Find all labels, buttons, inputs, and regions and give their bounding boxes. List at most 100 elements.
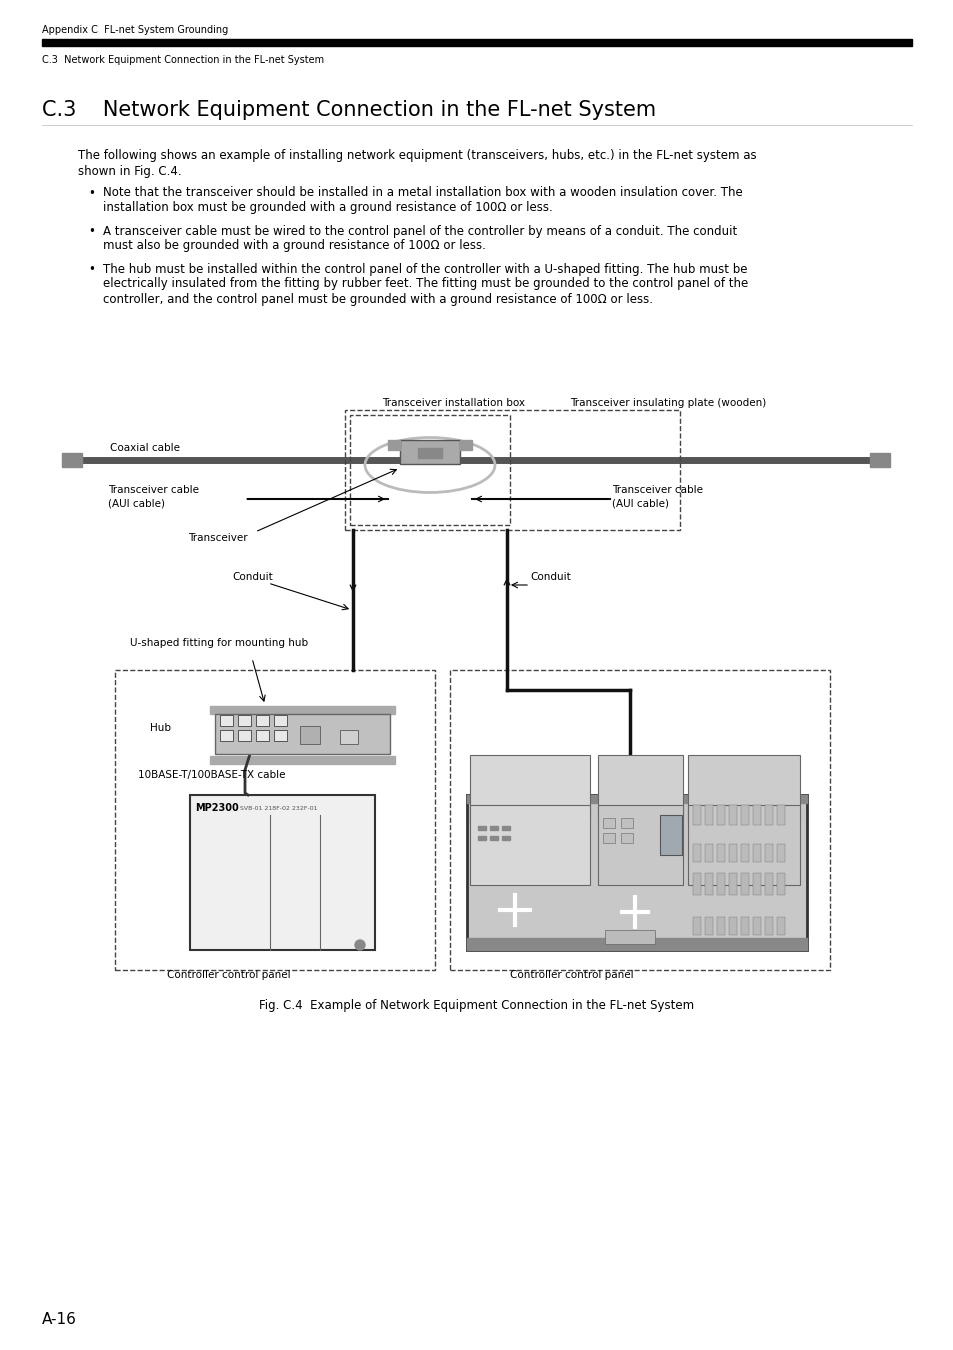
Bar (620, 833, 633, 842)
Bar (190, 795, 375, 950)
Bar (299, 726, 319, 744)
Bar (501, 836, 510, 840)
Bar (274, 716, 287, 726)
Bar (345, 410, 679, 531)
Text: 10BASE-T/100BASE-TX cable: 10BASE-T/100BASE-TX cable (138, 769, 285, 780)
Bar (717, 805, 724, 825)
Bar (687, 755, 800, 819)
Text: Transceiver: Transceiver (188, 533, 248, 543)
Bar (417, 448, 441, 458)
Bar (717, 917, 724, 936)
Bar (869, 454, 889, 467)
Text: Transceiver insulating plate (wooden): Transceiver insulating plate (wooden) (569, 398, 765, 408)
Bar (728, 873, 737, 895)
Bar (728, 844, 737, 863)
Bar (220, 730, 233, 741)
Text: Transceiver cable: Transceiver cable (612, 485, 702, 495)
Bar (42, 39, 911, 46)
Text: Transceiver cable: Transceiver cable (108, 485, 199, 495)
Bar (273, 904, 313, 919)
Bar (210, 706, 395, 714)
Bar (692, 844, 700, 863)
Bar (776, 873, 784, 895)
Bar (210, 756, 395, 764)
Bar (692, 917, 700, 936)
Text: Note that the transceiver should be installed in a metal installation box with a: Note that the transceiver should be inst… (103, 186, 742, 200)
Bar (214, 714, 390, 755)
Bar (740, 873, 748, 895)
Bar (237, 716, 251, 726)
Bar (467, 795, 806, 950)
Bar (728, 917, 737, 936)
Text: C.3    Network Equipment Connection in the FL-net System: C.3 Network Equipment Connection in the … (42, 100, 656, 120)
Bar (604, 930, 655, 944)
Bar (776, 805, 784, 825)
Bar (220, 716, 233, 726)
Text: (AUI cable): (AUI cable) (108, 498, 165, 508)
Bar (728, 805, 737, 825)
Bar (776, 844, 784, 863)
Bar (764, 917, 772, 936)
Bar (659, 815, 681, 855)
Bar (490, 826, 497, 830)
Bar (598, 755, 682, 819)
Bar (255, 730, 269, 741)
Bar (764, 805, 772, 825)
Bar (752, 873, 760, 895)
Bar (196, 824, 252, 863)
Text: Transceiver installation box: Transceiver installation box (381, 398, 524, 408)
Bar (196, 882, 252, 910)
Bar (752, 844, 760, 863)
Bar (323, 872, 366, 900)
Text: controller, and the control panel must be grounded with a ground resistance of 1: controller, and the control panel must b… (103, 293, 652, 305)
Bar (717, 873, 724, 895)
Bar (501, 826, 510, 830)
Text: shown in Fig. C.4.: shown in Fig. C.4. (78, 166, 181, 178)
Text: Controller control panel: Controller control panel (167, 971, 291, 980)
Bar (620, 818, 633, 828)
Text: must also be grounded with a ground resistance of 100Ω or less.: must also be grounded with a ground resi… (103, 239, 485, 252)
Circle shape (355, 940, 365, 950)
Bar (704, 873, 712, 895)
Bar (692, 873, 700, 895)
Bar (692, 805, 700, 825)
Bar (115, 670, 435, 971)
Bar (602, 833, 615, 842)
Bar (459, 440, 472, 450)
Bar (598, 805, 682, 886)
Bar (323, 810, 366, 845)
Bar (477, 826, 485, 830)
Bar (470, 805, 589, 886)
Text: •: • (88, 188, 94, 201)
Bar (255, 716, 269, 726)
Text: installation box must be grounded with a ground resistance of 100Ω or less.: installation box must be grounded with a… (103, 201, 552, 215)
Text: electrically insulated from the fitting by rubber feet. The fitting must be grou: electrically insulated from the fitting … (103, 278, 747, 290)
Bar (467, 938, 806, 950)
Bar (740, 844, 748, 863)
Text: MP2300: MP2300 (194, 803, 238, 813)
Bar (717, 844, 724, 863)
Bar (450, 670, 829, 971)
Bar (477, 836, 485, 840)
Bar (467, 795, 806, 803)
Bar (388, 440, 399, 450)
Bar (776, 917, 784, 936)
Text: Fig. C.4  Example of Network Equipment Connection in the FL-net System: Fig. C.4 Example of Network Equipment Co… (259, 999, 694, 1011)
Text: Conduit: Conduit (232, 572, 273, 582)
Text: •: • (88, 225, 94, 239)
Bar (752, 917, 760, 936)
Bar (752, 805, 760, 825)
Bar (704, 844, 712, 863)
Text: Appendix C  FL-net System Grounding: Appendix C FL-net System Grounding (42, 26, 228, 35)
Text: A-16: A-16 (42, 1312, 77, 1327)
Bar (273, 819, 313, 845)
Text: (AUI cable): (AUI cable) (612, 498, 668, 508)
Text: U-shaped fitting for mounting hub: U-shaped fitting for mounting hub (130, 639, 308, 648)
Bar (339, 730, 357, 744)
Bar (704, 917, 712, 936)
Text: The hub must be installed within the control panel of the controller with a U-sh: The hub must be installed within the con… (103, 262, 747, 275)
Bar (470, 755, 589, 819)
Bar (687, 805, 800, 886)
Text: •: • (88, 263, 94, 277)
Text: Hub: Hub (150, 724, 171, 733)
